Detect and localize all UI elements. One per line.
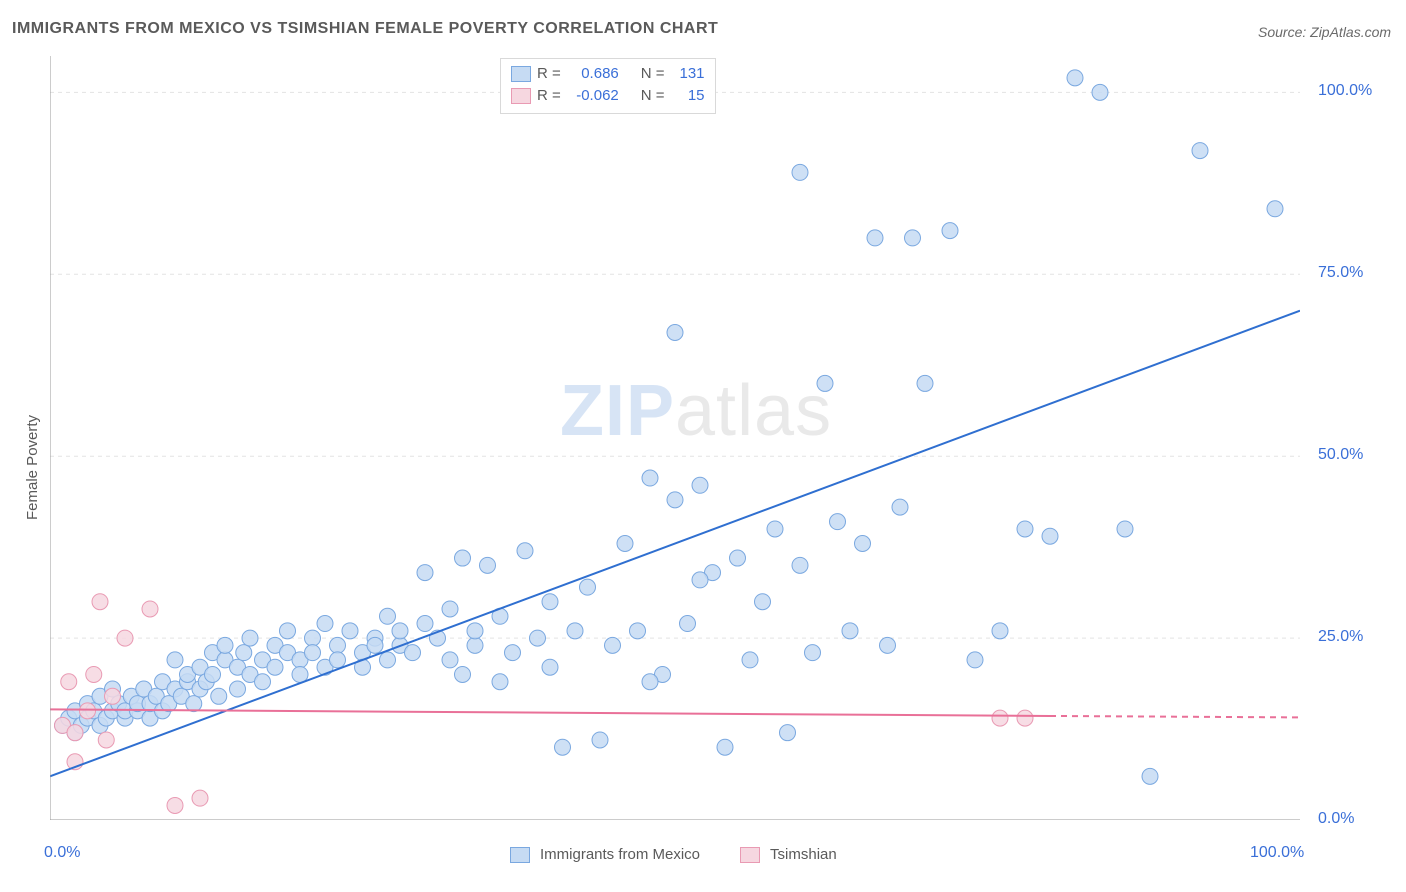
legend-label-pink: Tsimshian bbox=[770, 846, 837, 863]
legend-R-blue: 0.686 bbox=[567, 63, 619, 85]
legend-row-blue: R = 0.686 N = 131 bbox=[511, 63, 705, 85]
tick-label: 100.0% bbox=[1318, 82, 1372, 100]
swatch-blue bbox=[511, 66, 531, 82]
chart-title: IMMIGRANTS FROM MEXICO VS TSIMSHIAN FEMA… bbox=[12, 20, 718, 38]
tick-label: 100.0% bbox=[1250, 844, 1304, 862]
swatch-pink-bottom bbox=[740, 847, 760, 863]
legend-N-pink: 15 bbox=[671, 85, 705, 107]
scatter-chart bbox=[50, 56, 1300, 820]
series-legend: Immigrants from Mexico Tsimshian bbox=[510, 846, 837, 863]
tick-label: 25.0% bbox=[1318, 628, 1363, 646]
tick-label: 0.0% bbox=[44, 844, 80, 862]
legend-N-blue: 131 bbox=[671, 63, 705, 85]
swatch-blue-bottom bbox=[510, 847, 530, 863]
tick-label: 50.0% bbox=[1318, 446, 1363, 464]
y-axis-label: Female Poverty bbox=[24, 415, 41, 520]
swatch-pink bbox=[511, 88, 531, 104]
legend-label-blue: Immigrants from Mexico bbox=[540, 846, 700, 863]
legend-N-label2: N = bbox=[641, 85, 665, 107]
legend-R-label2: R = bbox=[537, 85, 561, 107]
source-label: Source: ZipAtlas.com bbox=[1258, 24, 1391, 40]
tick-label: 0.0% bbox=[1318, 810, 1354, 828]
legend-row-pink: R = -0.062 N = 15 bbox=[511, 85, 705, 107]
legend-N-label: N = bbox=[641, 63, 665, 85]
legend-R-pink: -0.062 bbox=[567, 85, 619, 107]
legend-R-label: R = bbox=[537, 63, 561, 85]
correlation-legend: R = 0.686 N = 131 R = -0.062 N = 15 bbox=[500, 58, 716, 114]
tick-label: 75.0% bbox=[1318, 264, 1363, 282]
